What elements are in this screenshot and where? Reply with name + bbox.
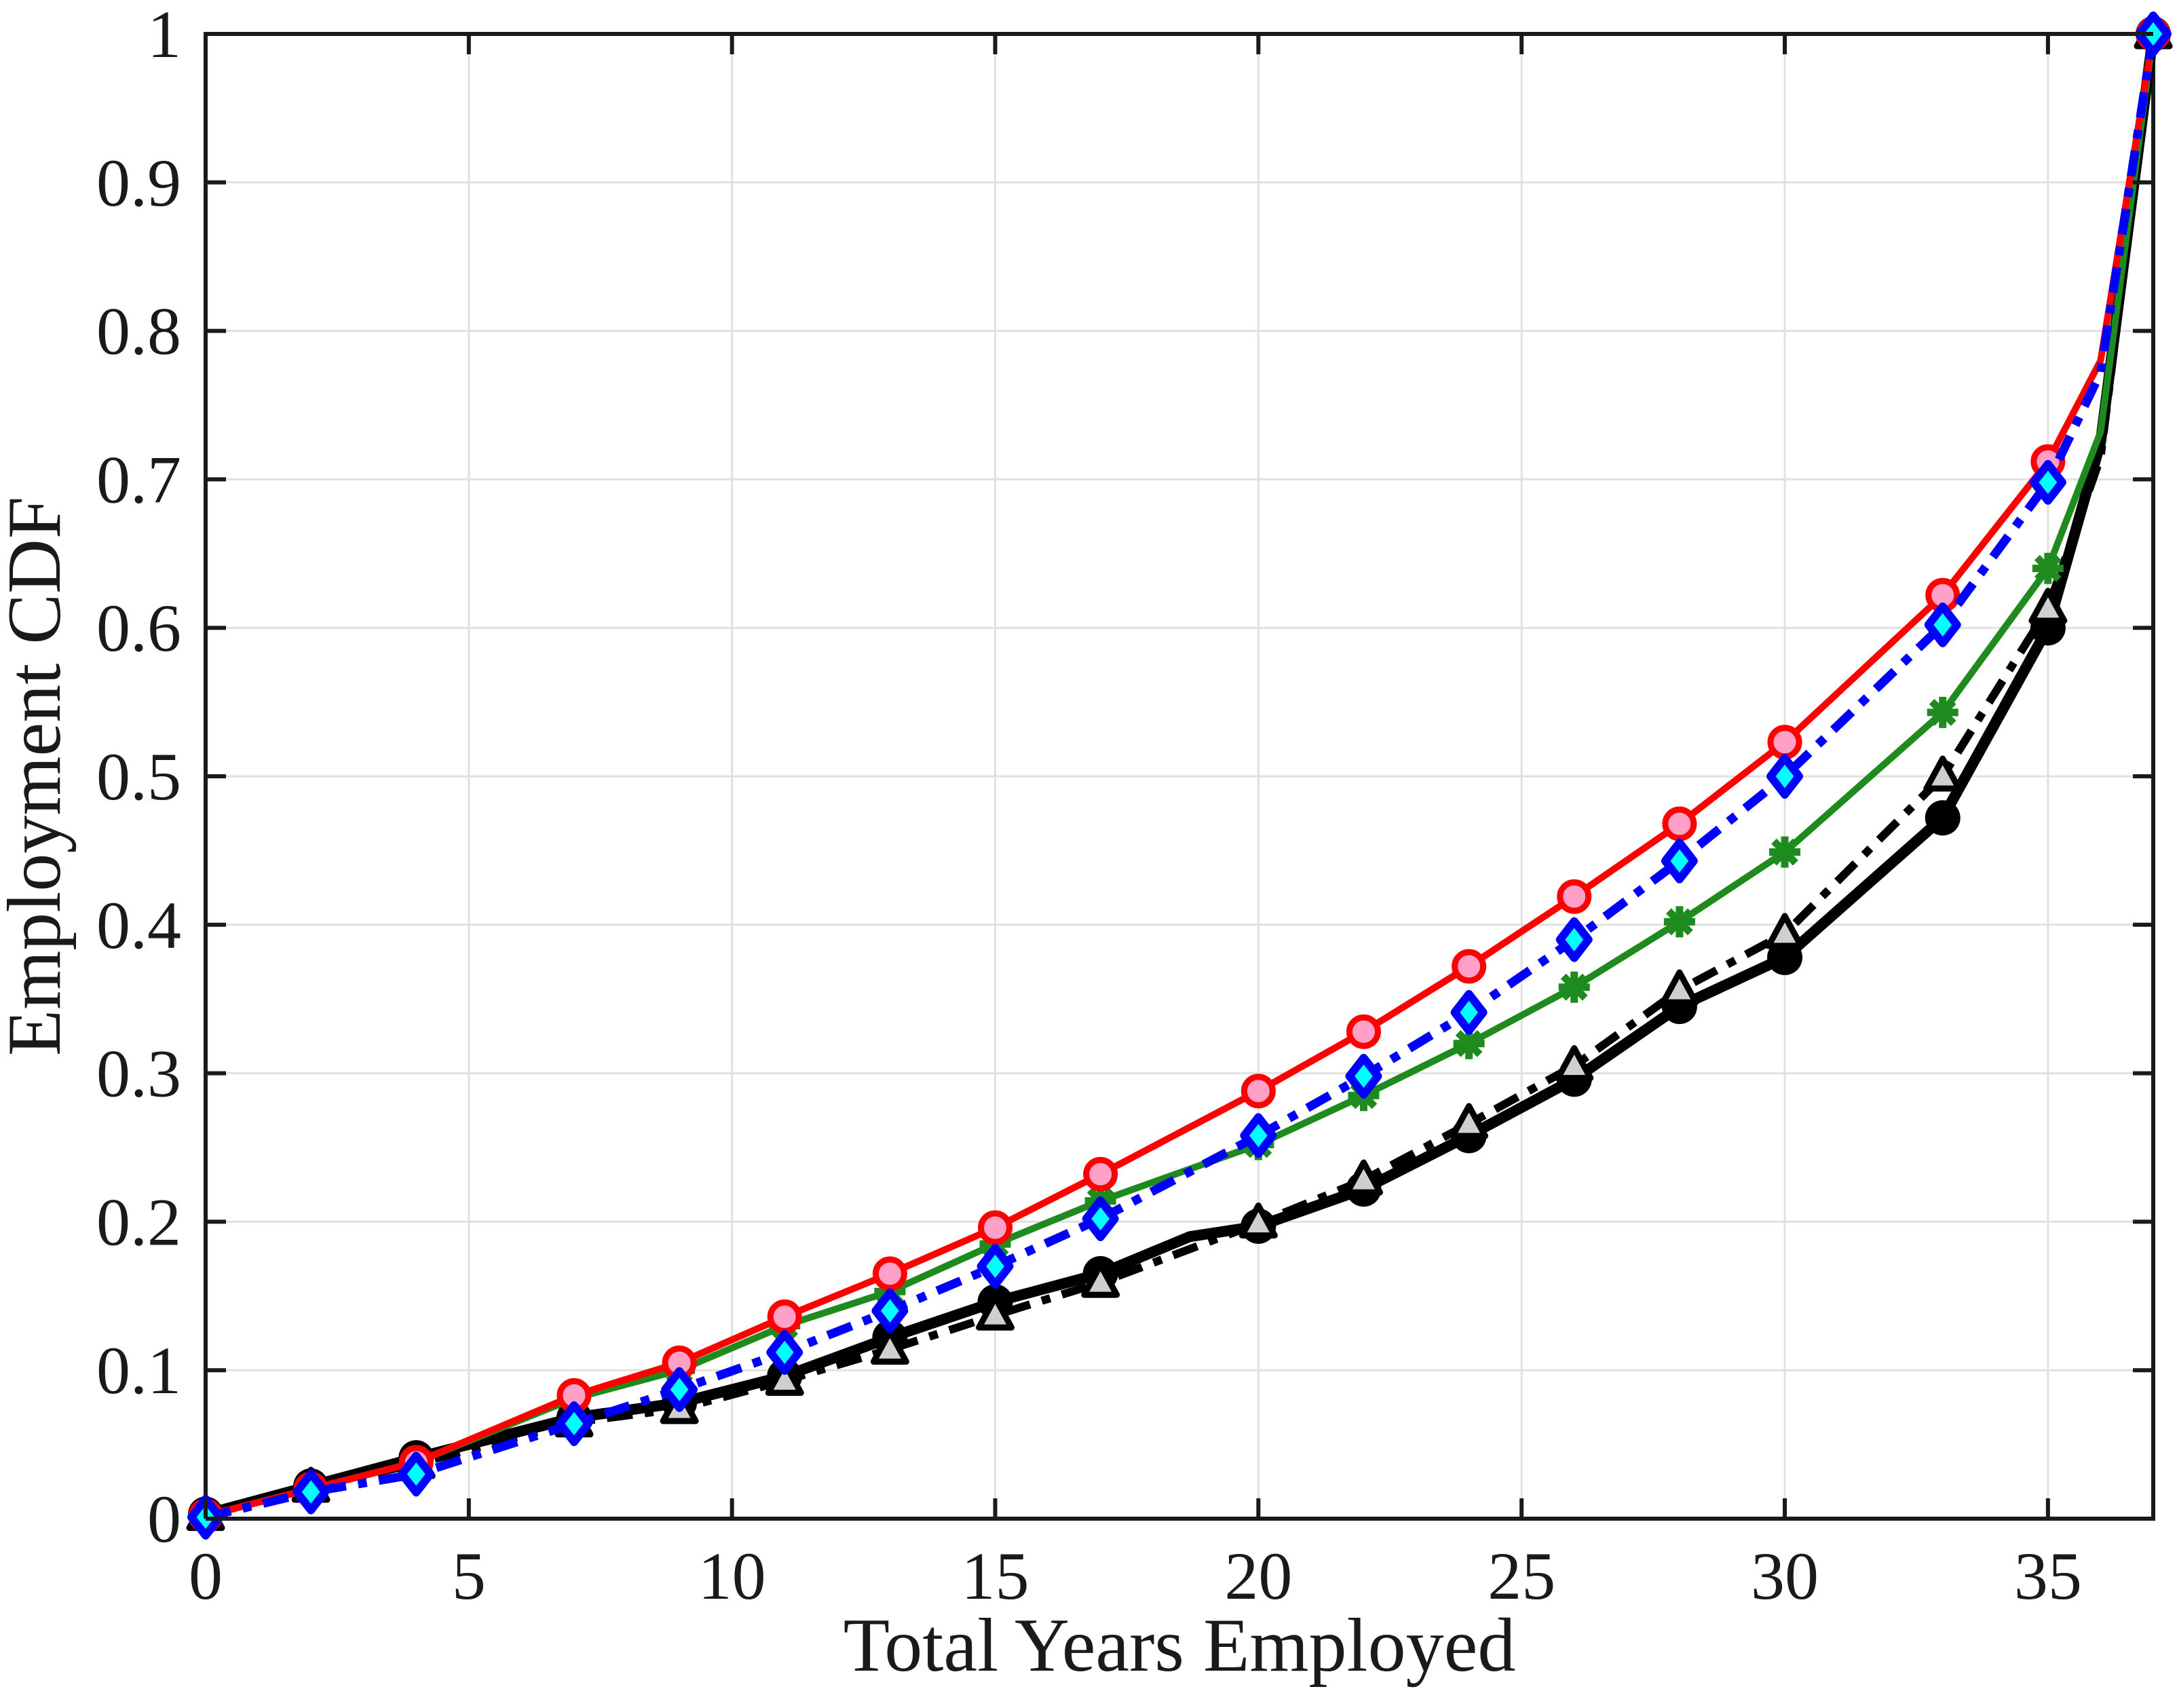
red-solid-circles-marker xyxy=(1452,949,1487,984)
black-dashdot-triangles-marker xyxy=(1081,1261,1120,1298)
y-tick-label: 0.5 xyxy=(96,739,181,814)
green-solid-stars-marker xyxy=(1455,1029,1483,1057)
black-dashdot-triangles-marker xyxy=(1765,913,1804,949)
black-dashdot-triangles-marker xyxy=(976,1294,1015,1331)
blue-dashdot-diamonds-marker xyxy=(1240,1113,1277,1158)
black-solid-circles-line xyxy=(204,33,2159,1520)
green-solid-stars-marker xyxy=(1666,908,1693,936)
blue-dashdot-diamonds-marker xyxy=(1082,1196,1119,1242)
y-tick-label: 0.3 xyxy=(96,1036,181,1112)
red-solid-circles-marker xyxy=(1767,725,1802,760)
series-blue-dashdot-diamonds xyxy=(187,12,2172,1540)
x-tick-label: 30 xyxy=(1751,1538,1819,1614)
black-dashdot-triangles-marker xyxy=(1238,1202,1278,1239)
black-dashdot-triangles-marker xyxy=(765,1360,804,1397)
y-tick-label: 1 xyxy=(147,0,181,72)
black-solid-circles-marker xyxy=(1925,800,1961,836)
y-tick-label: 0.6 xyxy=(96,590,181,666)
y-tick-label: 0.1 xyxy=(96,1333,181,1408)
black-dashdot-triangles-marker xyxy=(1450,1103,1489,1139)
black-dashdot-triangles-marker xyxy=(1555,1045,1594,1082)
black-dashdot-triangles-marker xyxy=(1660,969,1699,1006)
axis-label-layer: Total Years Employed Employment CDF xyxy=(0,497,1515,1688)
y-tick-label: 0.2 xyxy=(96,1184,181,1259)
blue-dashdot-diamonds-marker xyxy=(1555,917,1593,962)
black-dashdot-triangles-marker xyxy=(1923,755,1963,792)
green-solid-stars-marker xyxy=(1929,699,1956,726)
green-solid-stars-line xyxy=(204,33,2157,1519)
x-tick-label: 15 xyxy=(962,1538,1029,1614)
red-solid-circles-marker xyxy=(978,1210,1013,1245)
black-dashdot-triangles-marker xyxy=(1344,1159,1383,1196)
blue-dashdot-diamonds-marker xyxy=(871,1288,909,1333)
blue-dashdot-diamonds-marker xyxy=(555,1401,592,1446)
black-dashdot-triangles-line xyxy=(204,33,2157,1520)
x-tick-label: 35 xyxy=(2014,1538,2082,1614)
red-solid-circles-marker xyxy=(1346,1014,1381,1049)
x-tick-label: 20 xyxy=(1224,1538,1292,1614)
red-solid-circles-marker xyxy=(1557,879,1592,914)
red-solid-circles-marker xyxy=(1241,1074,1276,1109)
red-solid-circles-marker xyxy=(767,1299,802,1334)
blue-dashdot-diamonds-marker xyxy=(398,1451,435,1497)
y-tick-label: 0 xyxy=(147,1481,181,1557)
y-tick-label: 0.8 xyxy=(96,294,181,369)
green-solid-stars-marker xyxy=(1771,838,1798,866)
blue-dashdot-diamonds-marker xyxy=(292,1469,330,1515)
x-tick-label: 10 xyxy=(698,1538,766,1614)
x-tick-label: 0 xyxy=(189,1538,223,1614)
blue-dashdot-diamonds-marker xyxy=(2029,459,2066,505)
x-axis-label: Total Years Employed xyxy=(844,1603,1516,1688)
blue-dashdot-diamonds-marker xyxy=(661,1367,698,1412)
series-layer xyxy=(186,12,2173,1540)
grid-layer xyxy=(204,33,2153,1520)
x-tick-label: 25 xyxy=(1488,1538,1555,1614)
green-solid-stars-marker xyxy=(1560,973,1588,1001)
green-solid-stars-marker xyxy=(2034,554,2062,582)
tick-layer: 0 5 10 15 20 25 30 35 0 0.1 0.2 0.3 0.4 0.5 0.6 0.7 0.8 0… xyxy=(96,0,2153,1614)
y-tick-label: 0.4 xyxy=(96,888,181,963)
x-tick-label: 5 xyxy=(452,1538,486,1614)
black-dashdot-triangles-marker xyxy=(870,1329,909,1365)
blue-dashdot-diamonds-marker xyxy=(977,1244,1014,1289)
blue-dashdot-diamonds-marker xyxy=(766,1329,803,1375)
y-tick-label: 0.9 xyxy=(96,145,181,221)
red-solid-circles-marker xyxy=(1083,1156,1118,1192)
red-solid-circles-line xyxy=(204,33,2157,1519)
blue-dashdot-diamonds-marker xyxy=(1924,602,1961,647)
black-dashdot-triangles-marker xyxy=(2028,588,2068,624)
y-tick-label: 0.7 xyxy=(96,442,181,517)
series-green-solid-stars xyxy=(190,18,2169,1532)
red-solid-circles-marker xyxy=(1662,806,1697,841)
red-solid-circles-marker xyxy=(872,1256,907,1291)
blue-dashdot-diamonds-marker xyxy=(1766,754,1804,799)
blue-dashdot-diamonds-marker xyxy=(1450,989,1488,1035)
y-axis-label: Employment CDF xyxy=(0,497,77,1056)
blue-dashdot-diamonds-marker xyxy=(1661,838,1698,884)
blue-dashdot-diamonds-marker xyxy=(1345,1053,1382,1099)
